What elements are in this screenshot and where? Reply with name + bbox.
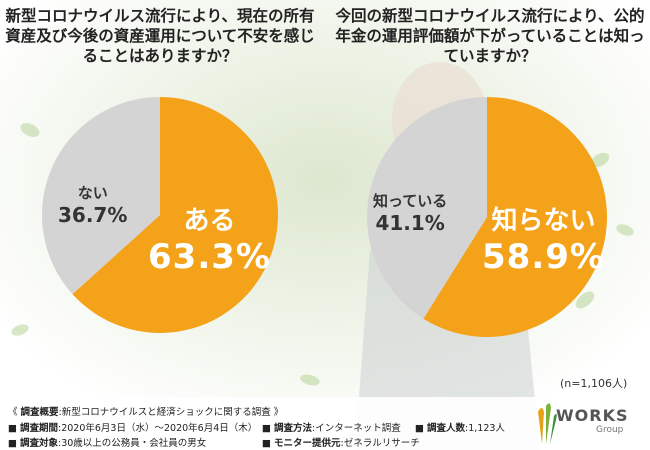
- logo-main-text: WORKS: [556, 406, 629, 425]
- pie-chart-asset-anxiety: [42, 97, 278, 333]
- pie2-value-shiranai: 58.9%: [482, 237, 605, 277]
- pie2-slice-1: [366, 97, 487, 319]
- survey-period: ■ 調査期間:2020年6月3日（水）〜2020年6月4日（木）: [8, 423, 258, 434]
- method-value: :インターネット調査: [312, 423, 401, 434]
- survey-method: ■ 調査方法:インターネット調査: [262, 423, 401, 434]
- question-left: 新型コロナウイルス流行により、現在の所有資産及び今後の資産運用について不安を感じ…: [5, 7, 315, 65]
- pie1-slice-1: [42, 97, 161, 295]
- pie1-label-nai: ない: [77, 184, 108, 202]
- sample-size-note: (n=1,106人): [560, 377, 628, 390]
- method-label: 調査方法: [274, 423, 313, 434]
- pie1-value-nai: 36.7%: [58, 203, 128, 227]
- overview-value: :新型コロナウイルスと経済ショックに関する調査: [58, 407, 271, 418]
- target-label: 調査対象: [20, 438, 59, 449]
- works-group-logo-icon: [538, 403, 557, 444]
- survey-target: ■ 調査対象:30歳以上の公務員・会社員の男女: [8, 438, 207, 449]
- pie1-slice-0: [72, 97, 278, 333]
- pie2-orange-label: 知らない 58.9%: [482, 200, 605, 277]
- survey-provider: ■ モニター提供元:ゼネラルリサーチ: [262, 438, 420, 449]
- question-right: 今回の新型コロナウイルス流行により、公的年金の運用評価額が下がっていることは知っ…: [335, 7, 645, 65]
- survey-overview: 《 調査概要:新型コロナウイルスと経済ショックに関する調査 》: [8, 407, 284, 418]
- provider-label: モニター提供元: [274, 438, 341, 449]
- survey-count: ■ 調査人数:1,123人: [415, 423, 505, 434]
- pie2-label-shitteiru: 知っている: [373, 192, 448, 210]
- pie1-orange-label: ある 63.3%: [148, 200, 271, 277]
- pie2-slice-0: [423, 97, 607, 337]
- pie2-grey-label: 知っている 41.1%: [373, 190, 447, 235]
- pie-chart-pension-awareness: [366, 97, 607, 337]
- count-value: :1,123人: [465, 423, 505, 434]
- period-value: :2020年6月3日（水）〜2020年6月4日（木）: [58, 423, 258, 434]
- period-label: 調査期間: [20, 423, 59, 434]
- target-value: :30歳以上の公務員・会社員の男女: [58, 438, 207, 449]
- pie1-value-aru: 63.3%: [148, 237, 271, 277]
- count-label: 調査人数: [427, 423, 466, 434]
- pie1-label-aru: ある: [183, 206, 236, 236]
- provider-value: :ゼネラルリサーチ: [340, 438, 420, 449]
- pie2-label-shiranai: 知らない: [491, 206, 596, 236]
- pie1-grey-label: ない 36.7%: [58, 182, 127, 227]
- pie2-value-shitteiru: 41.1%: [375, 211, 445, 235]
- logo-sub-text: Group: [596, 425, 624, 435]
- overview-label: 調査概要: [20, 407, 59, 418]
